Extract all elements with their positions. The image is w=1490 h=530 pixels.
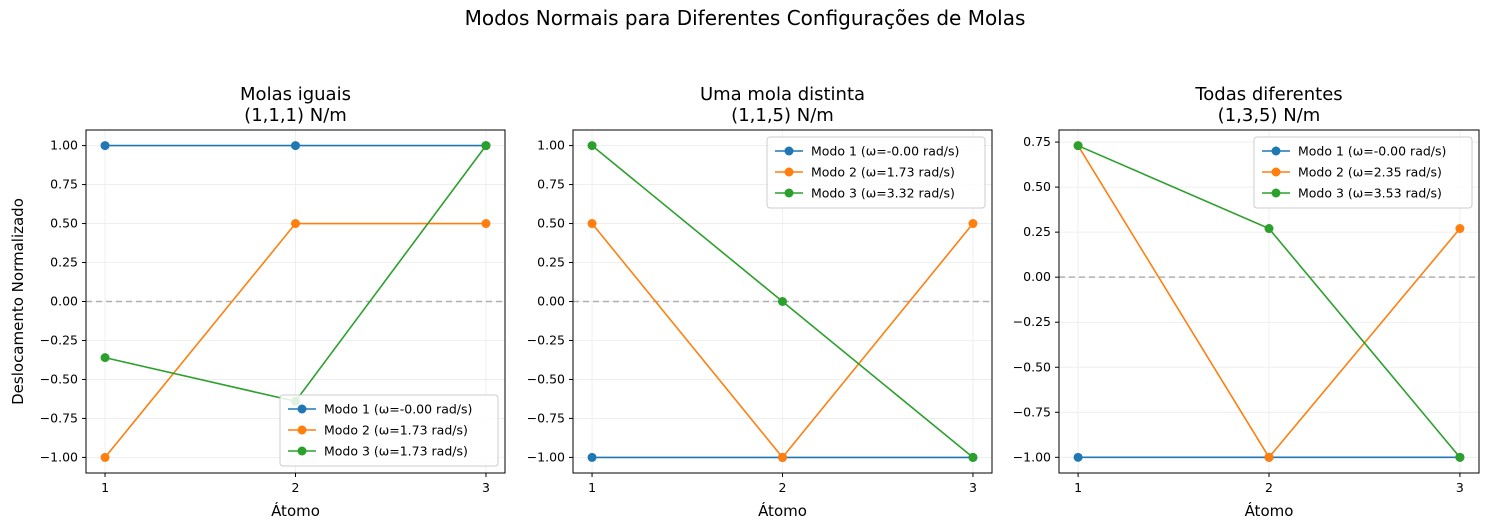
y-tick-label: 0.25 (50, 255, 78, 270)
legend: Modo 1 (ω=-0.00 rad/s) Modo 2 (ω=1.73 rad… (279, 394, 499, 467)
legend-label-modo-1: Modo 1 (ω=-0.00 rad/s) (324, 402, 472, 417)
y-tick-label: −0.25 (40, 332, 78, 347)
legend-marker-modo-1 (1271, 146, 1281, 156)
legend-box (1253, 136, 1473, 209)
data-point-modo-1 (587, 452, 597, 462)
data-point-modo-2 (1264, 452, 1274, 462)
data-point-modo-3 (1264, 224, 1274, 234)
y-tick-label: 0.50 (1023, 179, 1051, 194)
legend-marker-modo-2 (1271, 167, 1281, 177)
y-tick-label: −1.00 (527, 449, 565, 464)
y-tick-label: −0.25 (1013, 314, 1051, 329)
panel-3: 0.75 0.50 0.25 0.00 −0.25 −0.50 −0.75 −1.00 1 2 3 T… (1013, 84, 1480, 520)
legend-label-modo-2: Modo 2 (ω=1.73 rad/s) (811, 165, 955, 180)
y-tick-label: −0.50 (40, 371, 78, 386)
panel-2: 1.00 0.75 0.50 0.25 0.00 −0.25 −0.50 −0.75 −1.00… (527, 84, 993, 520)
x-tick-label: 3 (1456, 480, 1464, 495)
figure-title: Modos Normais para Diferentes Configuraç… (464, 6, 1026, 30)
y-tick-label: 0.75 (1023, 134, 1051, 149)
y-tick-label: 0.00 (50, 294, 78, 309)
x-tick-label: 1 (588, 480, 596, 495)
legend-marker-modo-2 (297, 425, 307, 435)
data-point-modo-2 (778, 452, 787, 462)
data-point-modo-2 (1455, 224, 1465, 234)
legend-marker-modo-3 (784, 188, 794, 198)
panel-title: Molas iguais (240, 84, 351, 105)
y-axis-label: Deslocamento Normalizado (9, 198, 27, 405)
x-axis-label: Átomo (271, 501, 320, 520)
panel-title: Uma mola distinta (700, 84, 865, 105)
data-point-modo-1 (100, 141, 110, 151)
x-tick-label: 2 (779, 480, 787, 495)
legend-label-modo-1: Modo 1 (ω=-0.00 rad/s) (1298, 144, 1446, 159)
y-tick-label: −0.25 (527, 332, 565, 347)
data-point-modo-2 (968, 219, 978, 229)
data-point-modo-3 (587, 141, 597, 151)
panel-subtitle: (1,1,1) N/m (244, 105, 347, 126)
legend-marker-modo-1 (784, 146, 794, 156)
data-point-modo-2 (291, 219, 300, 229)
legend: Modo 1 (ω=-0.00 rad/s) Modo 2 (ω=1.73 rad… (766, 136, 986, 209)
legend-label-modo-2: Modo 2 (ω=2.35 rad/s) (1298, 165, 1442, 180)
x-tick-label: 2 (292, 480, 300, 495)
data-point-modo-3 (1455, 452, 1465, 462)
legend-marker-modo-2 (784, 167, 794, 177)
y-tick-label: −0.50 (527, 371, 565, 386)
y-tick-label: 1.00 (537, 138, 565, 153)
y-tick-label: 0.00 (1023, 269, 1051, 284)
data-point-modo-3 (968, 452, 978, 462)
panel-1: 1.00 0.75 0.50 0.25 0.00 −0.25 −0.50 −0.75 −1.00… (9, 84, 506, 520)
y-tick-label: 0.25 (537, 255, 565, 270)
legend-marker-modo-1 (297, 404, 307, 414)
legend-label-modo-3: Modo 3 (ω=3.53 rad/s) (1298, 186, 1442, 201)
data-point-modo-3 (778, 297, 787, 306)
y-tick-label: 0.75 (50, 177, 78, 192)
legend-box (279, 394, 499, 467)
data-point-modo-2 (100, 452, 110, 462)
data-point-modo-3 (100, 353, 110, 363)
x-tick-label: 1 (101, 480, 109, 495)
y-tick-label: 0.25 (1023, 224, 1051, 239)
legend-marker-modo-3 (297, 446, 307, 456)
legend-box (766, 136, 986, 209)
legend-label-modo-3: Modo 3 (ω=3.32 rad/s) (811, 186, 955, 201)
y-tick-label: 0.75 (537, 177, 565, 192)
y-tick-label: 0.50 (50, 216, 78, 231)
y-tick-label: −0.75 (527, 410, 565, 425)
data-point-modo-3 (1073, 141, 1083, 151)
y-tick-label: −0.75 (40, 410, 78, 425)
panel-subtitle: (1,3,5) N/m (1218, 105, 1321, 126)
legend-label-modo-3: Modo 3 (ω=1.73 rad/s) (324, 444, 468, 459)
x-tick-label: 2 (1265, 480, 1273, 495)
panel-title: Todas diferentes (1194, 84, 1342, 105)
legend-label-modo-2: Modo 2 (ω=1.73 rad/s) (324, 423, 468, 438)
y-tick-label: 0.50 (537, 216, 565, 231)
data-point-modo-2 (587, 219, 597, 229)
y-tick-label: 0.00 (537, 294, 565, 309)
y-tick-label: −0.75 (1013, 404, 1051, 419)
y-tick-label: −0.50 (1013, 359, 1051, 374)
legend-label-modo-1: Modo 1 (ω=-0.00 rad/s) (811, 144, 959, 159)
x-tick-label: 1 (1074, 480, 1082, 495)
y-tick-label: 1.00 (50, 138, 78, 153)
x-tick-label: 3 (482, 480, 490, 495)
legend-marker-modo-3 (1271, 188, 1281, 198)
x-axis-label: Átomo (1245, 501, 1294, 520)
x-tick-label: 3 (969, 480, 977, 495)
data-point-modo-2 (481, 219, 491, 229)
y-tick-label: −1.00 (40, 449, 78, 464)
legend: Modo 1 (ω=-0.00 rad/s) Modo 2 (ω=2.35 rad… (1253, 136, 1473, 209)
data-point-modo-1 (291, 141, 300, 151)
data-point-modo-1 (1073, 452, 1083, 462)
panel-subtitle: (1,1,5) N/m (731, 105, 834, 126)
y-tick-label: −1.00 (1013, 449, 1051, 464)
data-point-modo-3 (481, 141, 491, 151)
x-axis-label: Átomo (758, 501, 807, 520)
